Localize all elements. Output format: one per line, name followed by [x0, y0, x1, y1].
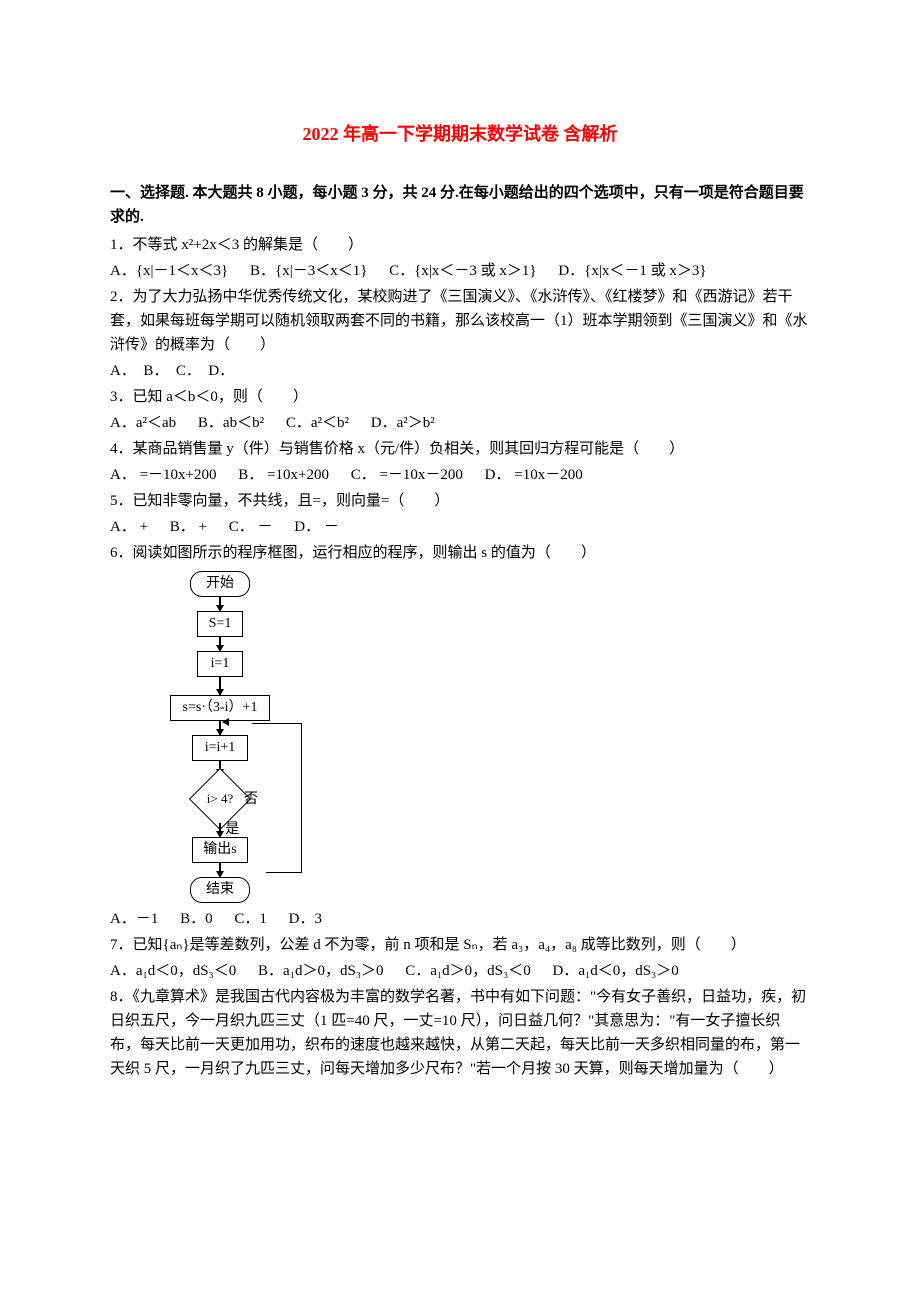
q6-text: 6．阅读如图所示的程序框图，运行相应的程序，则输出 s 的值为（ ） — [110, 541, 810, 565]
fc-arrow — [219, 863, 221, 877]
q1-optC: C．{x|x＜－3 或 x＞1} — [389, 259, 536, 283]
q6-optB: B．0 — [180, 907, 213, 931]
q6-optD: D．3 — [289, 907, 322, 931]
q5-text: 5．已知非零向量，不共线，且=，则向量=（ ） — [110, 489, 810, 513]
q5-optD: D． － — [294, 515, 339, 539]
fc-arrow — [219, 637, 221, 651]
fc-loop-arrowhead — [222, 718, 229, 726]
q4-optA: A． =－10x+200 — [110, 463, 217, 487]
fc-start: 开始 — [190, 571, 250, 597]
q7-optC: C．a₁d＞0，dS₃＜0 — [405, 959, 530, 983]
q6-optA: A．－1 — [110, 907, 158, 931]
q4-options: A． =－10x+200 B． =10x+200 C． =－10x－200 D．… — [110, 463, 810, 487]
q7-optD: D．a₁d＜0，dS₃＞0 — [552, 959, 678, 983]
q5-options: A． + B． + C． － D． － — [110, 515, 810, 539]
fc-end: 结束 — [190, 877, 250, 903]
q1-text: 1．不等式 x²+2x＜3 的解集是（ ） — [110, 233, 810, 257]
fc-arrow — [219, 597, 221, 611]
q2-text: 2．为了大力弘扬中华优秀传统文化，某校购进了《三国演义》、《水浒传》、《红楼梦》… — [110, 285, 810, 357]
q7-optA: A．a₁d＜0，dS₃＜0 — [110, 959, 236, 983]
q7-optB: B．a₁d＞0，dS₃＞0 — [258, 959, 383, 983]
fc-s1: S=1 — [197, 611, 243, 637]
q3-options: A．a²＜ab B．ab＜b² C．a²＜b² D．a²＞b² — [110, 411, 810, 435]
q8-text: 8．《九章算术》是我国古代内容极为丰富的数学名著，书中有如下问题："今有女子善织… — [110, 985, 810, 1081]
fc-cond-wrap: i> 4? 否 — [186, 775, 254, 823]
page-title: 2022 年高一下学期期末数学试卷 含解析 — [110, 120, 810, 149]
flowchart: 开始 S=1 i=1 s=s·（3-i）+1 i=i+1 i> 4? 否 是 输… — [160, 571, 810, 903]
q1-optA: A．{x|－1＜x＜3} — [110, 259, 228, 283]
fc-s2: i=1 — [197, 651, 243, 677]
q4-optD: D． =10x－200 — [485, 463, 583, 487]
fc-arrow — [219, 823, 221, 837]
q4-optB: B． =10x+200 — [238, 463, 329, 487]
fc-out: 输出s — [192, 837, 248, 863]
q1-optB: B．{x|－3＜x＜1} — [250, 259, 367, 283]
q7-options: A．a₁d＜0，dS₃＜0 B．a₁d＞0，dS₃＞0 C．a₁d＞0，dS₃＜… — [110, 959, 810, 983]
q6-optC: C．1 — [234, 907, 267, 931]
fc-s3: s=s·（3-i）+1 — [170, 695, 270, 721]
q2-options: A． B． C． D． — [110, 359, 810, 383]
fc-s4: i=i+1 — [192, 735, 248, 761]
q3-optD: D．a²＞b² — [371, 411, 435, 435]
section-header: 一、选择题. 本大题共 8 小题，每小题 3 分，共 24 分.在每小题给出的四… — [110, 181, 810, 229]
fc-loop-right — [252, 723, 302, 873]
q4-text: 4．某商品销售量 y（件）与销售价格 x（元/件）负相关，则其回归方程可能是（ … — [110, 437, 810, 461]
q3-text: 3．已知 a＜b＜0，则（ ） — [110, 385, 810, 409]
fc-loop-bottom — [266, 872, 302, 874]
q1-optD: D．{x|x＜－1 或 x＞3} — [558, 259, 706, 283]
q1-options: A．{x|－1＜x＜3} B．{x|－3＜x＜1} C．{x|x＜－3 或 x＞… — [110, 259, 810, 283]
fc-arrow — [219, 677, 221, 695]
q5-optC: C． － — [229, 515, 273, 539]
fc-arrow — [219, 721, 221, 735]
q7-text: 7．已知{aₙ}是等差数列，公差 d 不为零，前 n 项和是 Sₙ，若 a₃，a… — [110, 933, 810, 957]
q3-optB: B．ab＜b² — [198, 411, 264, 435]
q5-optA: A． + — [110, 515, 148, 539]
q5-optB: B． + — [170, 515, 207, 539]
q6-options: A．－1 B．0 C．1 D．3 — [110, 907, 810, 931]
fc-yes-label: 是 — [225, 819, 239, 841]
q3-optC: C．a²＜b² — [286, 411, 349, 435]
q4-optC: C． =－10x－200 — [351, 463, 463, 487]
q3-optA: A．a²＜ab — [110, 411, 176, 435]
